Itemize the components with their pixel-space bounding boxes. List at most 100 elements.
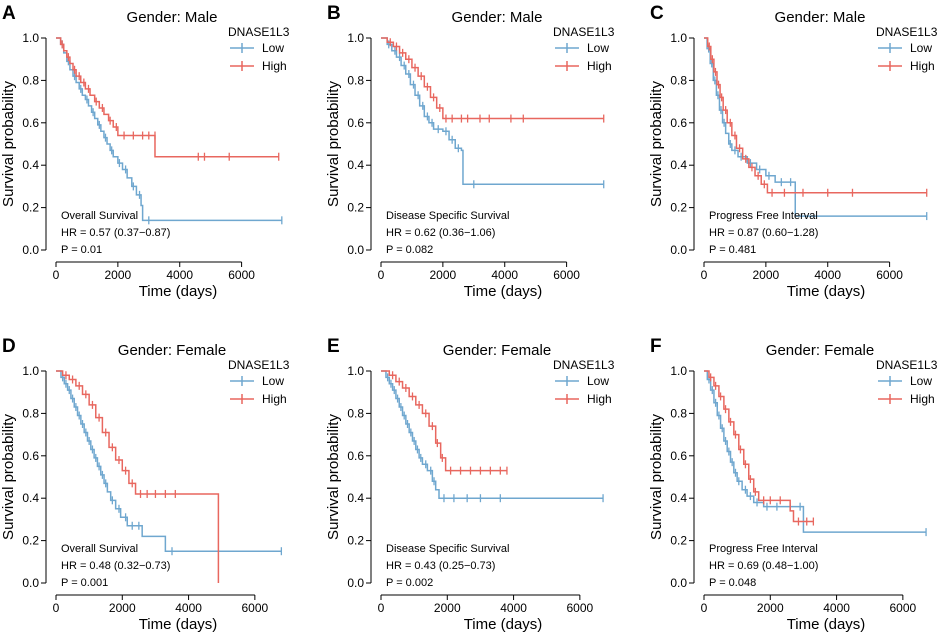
y-axis-title: Survival probability	[325, 414, 342, 540]
panel-c: C Gender: Male 0.0 0.2 0.4 0.6 0.8 1.0 Survival …	[648, 3, 938, 300]
legend-title: DNASE1L3	[876, 25, 938, 39]
y-tick-label: 0.2	[347, 201, 364, 215]
km-curve-high	[381, 370, 507, 472]
y-tick-label: 0.2	[347, 534, 364, 548]
x-tick-label: 0	[701, 601, 708, 615]
annotation-line: P = 0.002	[386, 577, 433, 589]
x-axis-title: Time (days)	[139, 616, 218, 633]
panel-letter: F	[650, 336, 662, 357]
y-tick-label: 0.6	[670, 449, 687, 463]
km-curve-low	[704, 370, 927, 533]
y-axis-title: Survival probability	[648, 81, 665, 207]
y-tick-label: 0.6	[22, 116, 39, 130]
x-tick-label: 6000	[890, 601, 917, 615]
x-tick-label: 0	[378, 601, 385, 615]
y-axis-title: Survival probability	[325, 81, 342, 207]
annotation-line: HR = 0.43 (0.25−0.73)	[386, 560, 495, 572]
panel-d: D Gender: Female 0.0 0.2 0.4 0.6 0.8 1.0 Surviva…	[0, 336, 290, 633]
km-curve-high	[56, 37, 279, 158]
y-axis-title: Survival probability	[0, 81, 17, 207]
y-tick-label: 0.0	[347, 576, 364, 590]
y-tick-label: 0.8	[670, 73, 687, 87]
panel-e: E Gender: Female 0.0 0.2 0.4 0.6 0.8 1.0 Surviva…	[325, 336, 615, 633]
legend-label-low: Low	[910, 41, 932, 55]
annotation-line: P = 0.481	[709, 244, 756, 256]
x-tick-label: 6000	[553, 268, 580, 282]
legend-title: DNASE1L3	[876, 358, 938, 372]
legend-title: DNASE1L3	[553, 25, 615, 39]
x-tick-label: 6000	[228, 268, 255, 282]
y-tick-label: 0.4	[347, 158, 364, 172]
y-tick-label: 0.4	[347, 491, 364, 505]
y-tick-label: 0.2	[670, 201, 687, 215]
annotation-line: HR = 0.62 (0.36−1.06)	[386, 227, 495, 239]
y-tick-label: 1.0	[347, 31, 364, 45]
legend-title: DNASE1L3	[553, 358, 615, 372]
km-curve-high	[56, 370, 220, 583]
x-axis-title: Time (days)	[787, 283, 866, 300]
x-tick-label: 6000	[876, 268, 903, 282]
y-tick-label: 0.2	[22, 534, 39, 548]
y-tick-label: 0.0	[670, 243, 687, 257]
x-tick-label: 2000	[753, 268, 780, 282]
y-tick-label: 0.8	[347, 73, 364, 87]
panel-title: Gender: Female	[443, 342, 551, 359]
y-tick-label: 0.8	[22, 73, 39, 87]
x-tick-label: 0	[701, 268, 708, 282]
x-tick-label: 0	[53, 601, 60, 615]
annotation-line: HR = 0.57 (0.37−0.87)	[61, 227, 170, 239]
legend-label-high: High	[910, 59, 935, 73]
legend-label-low: Low	[587, 41, 609, 55]
y-tick-label: 0.8	[22, 406, 39, 420]
x-tick-label: 4000	[166, 268, 193, 282]
panel-title: Gender: Male	[127, 9, 218, 26]
x-tick-label: 2000	[109, 601, 136, 615]
annotation-line: Progress Free Interval	[709, 543, 818, 555]
legend-label-high: High	[910, 392, 935, 406]
panel-title: Gender: Female	[766, 342, 874, 359]
y-tick-label: 0.2	[670, 534, 687, 548]
y-tick-label: 0.0	[22, 576, 39, 590]
y-tick-label: 0.2	[22, 201, 39, 215]
legend-label-low: Low	[262, 374, 284, 388]
panel-letter: D	[2, 336, 16, 357]
x-tick-label: 2000	[757, 601, 784, 615]
panel-f: F Gender: Female 0.0 0.2 0.4 0.6 0.8 1.0 Surviva…	[648, 336, 938, 633]
y-tick-label: 0.8	[347, 406, 364, 420]
x-tick-label: 4000	[175, 601, 202, 615]
legend-label-high: High	[262, 59, 287, 73]
km-curve-low	[381, 370, 604, 499]
x-axis-title: Time (days)	[139, 283, 218, 300]
y-tick-label: 1.0	[347, 364, 364, 378]
annotation-line: Disease Specific Survival	[386, 210, 510, 222]
legend-title: DNASE1L3	[228, 25, 290, 39]
legend-label-high: High	[587, 392, 612, 406]
x-tick-label: 4000	[823, 601, 850, 615]
y-tick-label: 1.0	[22, 31, 39, 45]
annotation-line: Progress Free Interval	[709, 210, 818, 222]
x-axis-title: Time (days)	[787, 616, 866, 633]
km-curve-high	[704, 37, 927, 194]
y-axis-title: Survival probability	[0, 414, 17, 540]
x-tick-label: 4000	[500, 601, 527, 615]
y-tick-label: 0.0	[347, 243, 364, 257]
y-tick-label: 0.4	[22, 158, 39, 172]
y-tick-label: 0.0	[22, 243, 39, 257]
annotation-line: Overall Survival	[61, 210, 138, 222]
y-tick-label: 1.0	[670, 31, 687, 45]
annotation-line: P = 0.01	[61, 244, 102, 256]
panel-letter: C	[650, 3, 664, 24]
y-axis-title: Survival probability	[648, 414, 665, 540]
panel-letter: A	[2, 3, 16, 24]
panel-letter: B	[327, 3, 341, 24]
annotation-line: HR = 0.87 (0.60−1.28)	[709, 227, 818, 239]
annotation-line: Disease Specific Survival	[386, 543, 510, 555]
y-tick-label: 0.4	[670, 491, 687, 505]
y-tick-label: 1.0	[22, 364, 39, 378]
legend-label-low: Low	[910, 374, 932, 388]
panel-title: Gender: Male	[452, 9, 543, 26]
panel-letter: E	[327, 336, 340, 357]
km-curve-high	[704, 370, 814, 523]
legend-label-low: Low	[262, 41, 284, 55]
